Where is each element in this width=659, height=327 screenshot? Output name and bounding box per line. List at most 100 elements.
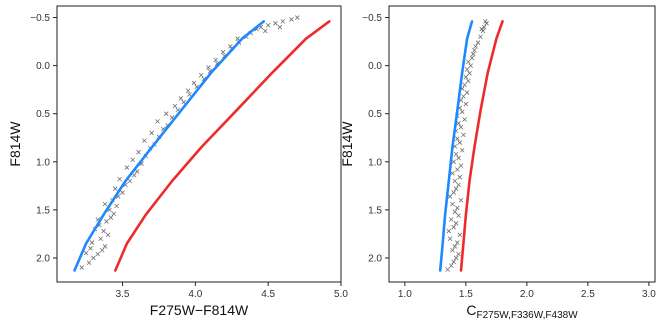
y-tick-label: 0.0	[368, 61, 382, 72]
x-tick-label: 1.0	[398, 289, 412, 300]
y-tick-label: 1.0	[368, 157, 382, 168]
scatter-point	[105, 232, 111, 238]
scatter-point	[447, 236, 453, 242]
panel-right: 1.0 1.5 2.0 2.5 3.0 −0.5 0.0 0.5 1.0 1.5 2.0 CF27…	[339, 5, 656, 321]
scatter-point	[453, 255, 459, 261]
blue-fiducial-line	[438, 20, 474, 272]
scatter-point	[455, 205, 460, 211]
y-tick-label: 0.5	[36, 109, 50, 120]
scatter-point	[456, 182, 461, 188]
scatter-point	[79, 265, 85, 270]
scatter-point	[453, 186, 459, 192]
scatter-point	[265, 22, 271, 28]
scatter-point	[452, 209, 458, 215]
scatter-point	[447, 194, 453, 199]
scatter-point	[472, 47, 477, 53]
x-tick-label: 3.0	[642, 289, 656, 300]
x-tick-label: 2.0	[520, 289, 534, 300]
scatter-point	[464, 67, 470, 72]
scatter-point	[450, 247, 455, 253]
scatter-point	[459, 147, 465, 153]
scatter-point	[461, 132, 466, 138]
red-fiducial-line	[459, 20, 504, 272]
scatter-point	[185, 88, 191, 93]
scatter-point	[464, 90, 470, 95]
scatter-point	[451, 159, 456, 165]
scatter-point	[450, 201, 455, 207]
scatter-point	[448, 263, 454, 268]
y-axis-label-right: F814W	[339, 121, 355, 167]
x-tick-label: 5.0	[334, 289, 348, 300]
scatter-point	[456, 155, 461, 161]
scatter-point	[262, 28, 268, 34]
scatter-point	[155, 119, 160, 124]
scatter-point	[463, 74, 469, 80]
scatter-point	[451, 259, 456, 265]
x-axis-label-right-main: C	[466, 302, 476, 318]
scatter-point	[91, 255, 96, 261]
scatter-point	[468, 63, 474, 68]
scatter-point	[98, 236, 103, 242]
scatter-point	[187, 92, 192, 97]
y-tick-label: 1.5	[36, 205, 50, 216]
plot-frame-left	[56, 5, 342, 283]
scatter-point	[461, 94, 466, 99]
scatter-point	[114, 203, 119, 209]
scatter-point	[136, 149, 141, 155]
scatter-point	[455, 136, 460, 141]
scatter-point	[277, 24, 283, 30]
scatter-points-left	[79, 15, 300, 270]
scatter-point	[456, 121, 461, 126]
scatter-point	[149, 130, 154, 136]
scatter-point	[99, 247, 105, 253]
scatter-point	[478, 34, 483, 40]
scatter-point	[172, 103, 178, 109]
scatter-point	[142, 138, 147, 143]
scatter-point	[453, 221, 459, 226]
fiducial-lines-left	[73, 20, 331, 272]
scatter-point	[463, 101, 469, 107]
scatter-point	[127, 178, 133, 184]
x-tick-label: 4.5	[261, 289, 275, 300]
scatter-point	[475, 40, 481, 45]
scatter-point	[101, 228, 106, 234]
scatter-point	[470, 51, 476, 57]
scatter-point	[467, 71, 472, 76]
x-axis-label-left: F275W−F814W	[150, 302, 249, 318]
scatter-point	[451, 224, 456, 230]
scatter-point	[273, 21, 278, 26]
scatter-point	[451, 190, 456, 195]
y-axis-ticks-left: −0.5 0.0 0.5 1.0 1.5 2.0	[30, 13, 57, 264]
scatter-point	[466, 78, 471, 84]
y-tick-label: 0.5	[368, 109, 382, 120]
scatter-point	[83, 250, 89, 256]
scatter-point	[112, 186, 118, 192]
scatter-point	[89, 240, 95, 245]
scatter-point	[104, 219, 109, 224]
scatter-point	[455, 240, 460, 245]
x-tick-label: 3.5	[116, 289, 130, 300]
x-tick-label: 1.5	[459, 289, 473, 300]
scatter-point	[86, 260, 92, 266]
scatter-point	[446, 228, 452, 234]
blue-fiducial-line	[73, 20, 266, 272]
scatter-point	[213, 57, 219, 63]
scatter-point	[458, 163, 464, 168]
scatter-point	[469, 55, 475, 61]
plot-frame-right	[388, 5, 656, 283]
scatter-point	[473, 44, 478, 49]
x-tick-label: 2.5	[581, 289, 595, 300]
scatter-point	[120, 190, 125, 195]
scatter-point	[456, 213, 461, 218]
y-axis-label-left: F814W	[7, 121, 23, 167]
y-tick-label: −0.5	[30, 13, 50, 24]
scatter-point	[130, 157, 136, 163]
y-tick-label: 1.0	[36, 157, 50, 168]
scatter-point	[108, 215, 114, 220]
scatter-point	[124, 165, 130, 170]
scatter-point	[220, 49, 226, 55]
x-axis-ticks-right: 1.0 1.5 2.0 2.5 3.0	[398, 282, 656, 300]
y-tick-label: 1.5	[368, 205, 382, 216]
scatter-point	[453, 151, 459, 157]
